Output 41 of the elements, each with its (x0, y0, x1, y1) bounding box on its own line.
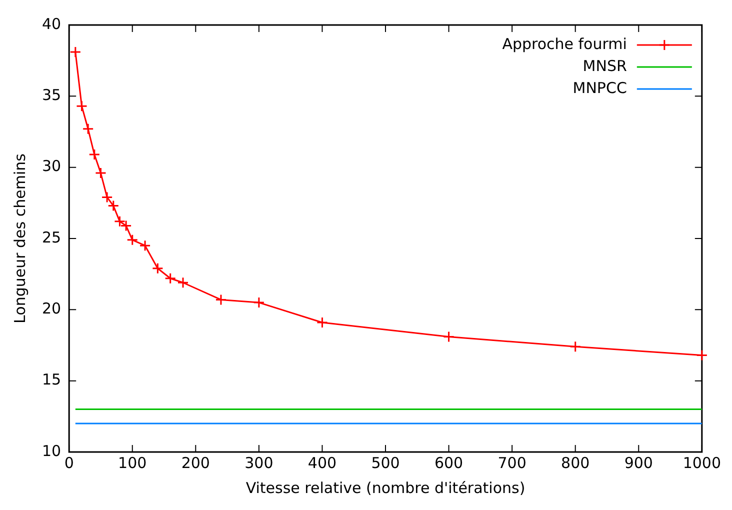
point (88, 148, 100, 160)
x-tick-label: 500 (371, 454, 400, 472)
y-tick-label: 35 (42, 86, 62, 104)
point (215, 294, 227, 306)
legend-label: Approche fourmi (502, 34, 627, 53)
x-tick-label: 200 (181, 454, 210, 472)
x-tick-label: 300 (244, 454, 274, 472)
point (126, 234, 138, 246)
point (177, 276, 189, 288)
y-tick-label: 25 (42, 228, 62, 246)
point (253, 296, 265, 308)
x-tick-label: 100 (118, 454, 147, 472)
y-tick-label: 30 (42, 157, 62, 176)
point (570, 340, 582, 352)
y-axis-title: Longueur des chemins (10, 153, 29, 324)
point (164, 272, 176, 284)
point (76, 100, 88, 112)
point (70, 46, 82, 58)
x-tick-label: 0 (64, 454, 74, 472)
point (696, 349, 708, 361)
x-tick-label: 600 (434, 454, 464, 472)
legend-label: MNSR (582, 56, 627, 75)
point (443, 330, 455, 342)
x-tick-label: 900 (624, 454, 653, 472)
point (139, 240, 151, 252)
x-tick-label: 1000 (682, 454, 722, 472)
point (82, 123, 94, 135)
point (94, 167, 106, 179)
point (108, 200, 120, 212)
y-tick-label: 10 (42, 442, 62, 460)
x-tick-label: 700 (498, 454, 526, 472)
x-tick-label: 800 (561, 454, 590, 472)
point (101, 191, 113, 203)
y-tick-label: 40 (42, 14, 62, 33)
x-axis-title: Vitesse relative (nombre d'itérations) (246, 478, 526, 497)
point (316, 316, 328, 328)
y-tick-label: 20 (42, 300, 62, 318)
y-tick-label: 15 (42, 370, 62, 389)
legend-label: MNPCC (572, 78, 627, 97)
x-tick-label: 400 (308, 454, 337, 472)
point (152, 262, 164, 274)
